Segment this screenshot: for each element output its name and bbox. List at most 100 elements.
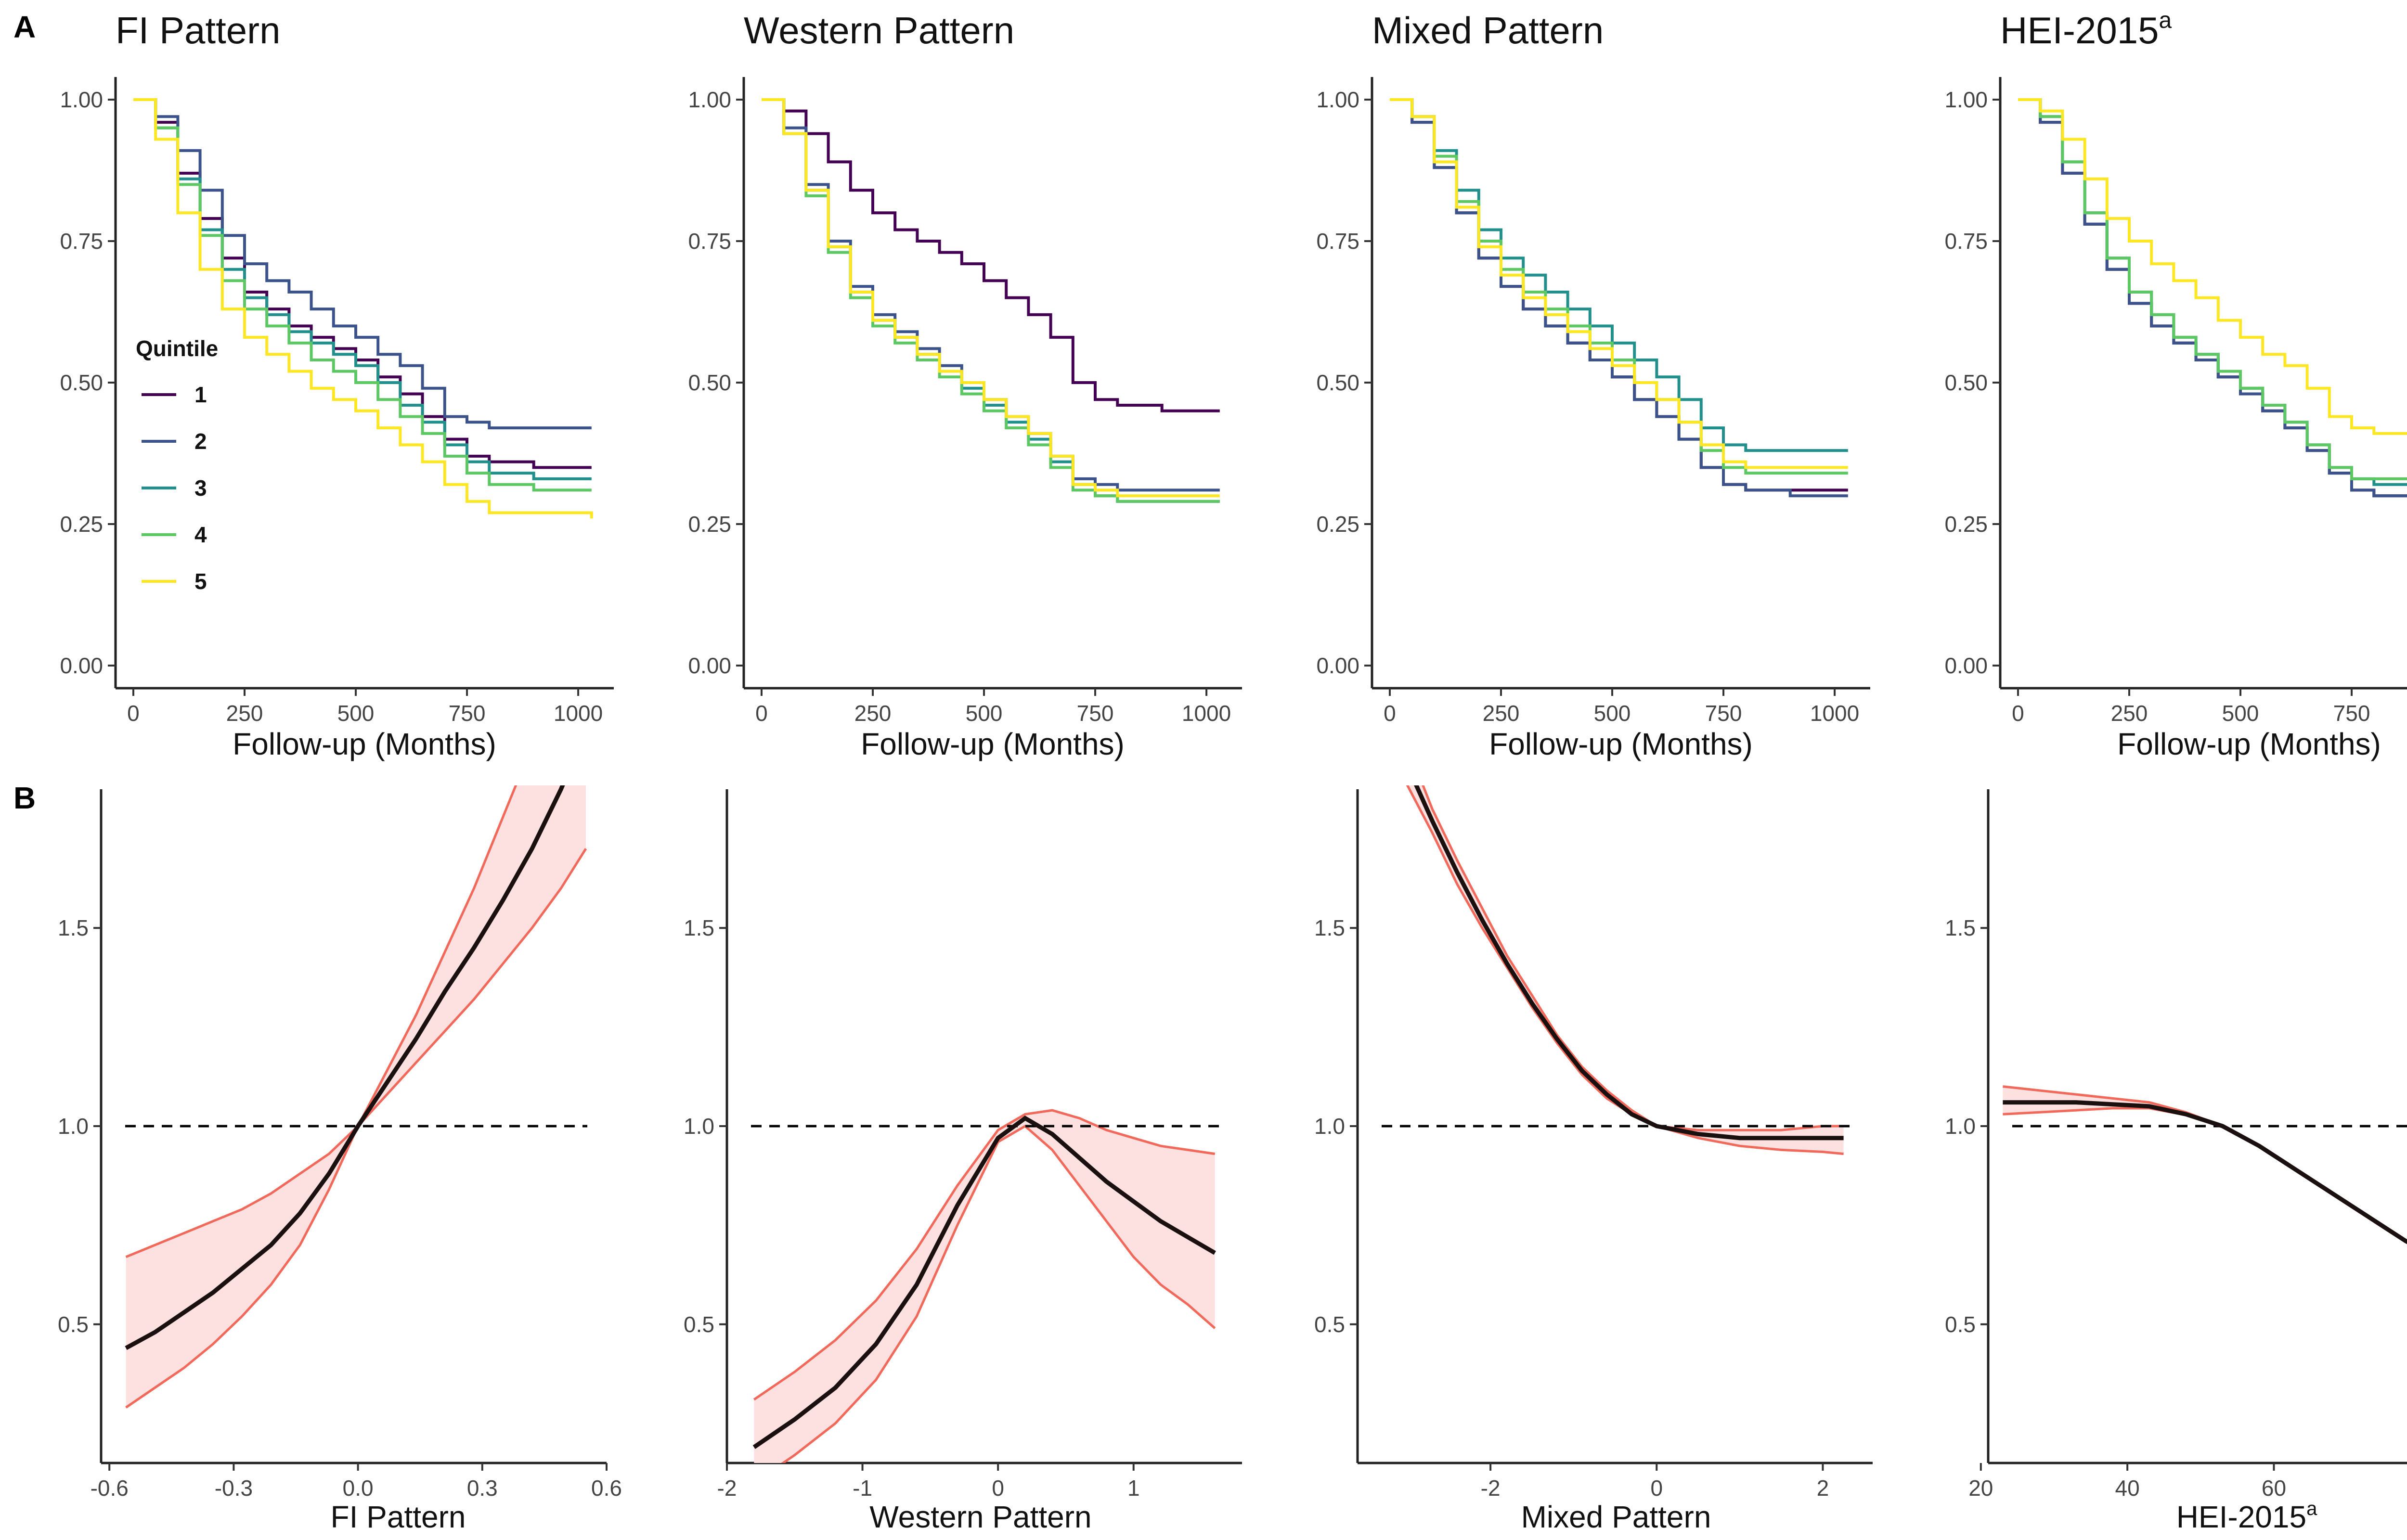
chart-6-data [751, 1109, 1223, 1463]
x-tick-label: -1 [853, 1476, 872, 1501]
confidence-band [2003, 1086, 2407, 1243]
y-tick-label: 0.5 [58, 1312, 89, 1337]
y-tick-label: 0.5 [1945, 1312, 1976, 1337]
x-tick-label: -2 [717, 1476, 737, 1501]
panel-letter-a: A [13, 10, 36, 44]
chart-8-data [2003, 1085, 2407, 1245]
lower-ci-line [781, 1124, 1216, 1463]
hazard-ratio-curve [752, 1116, 1216, 1449]
hazard-ratio-curve [125, 785, 565, 1350]
x-tick-label: 250 [854, 701, 892, 726]
survival-curve-quintile-4 [2018, 98, 2407, 480]
legend-label-1: 1 [194, 382, 207, 407]
y-tick-label: 1.00 [1944, 87, 1988, 112]
y-tick-label: 0.25 [688, 512, 731, 537]
chart-8-plot: 0.51.01.520406080 [1945, 789, 2407, 1501]
hazard-ratio-curve [2003, 1100, 2407, 1245]
survival-curve-quintile-3 [133, 98, 592, 480]
y-tick-label: 0.25 [60, 512, 103, 537]
y-tick-label: 1.0 [1945, 1114, 1976, 1139]
chart-5-data [125, 785, 587, 1409]
panel-a-chart-1: FI Pattern 0.00 0.25 0.50 0.75 1.00 0 250 500 75… [60, 9, 614, 761]
hazard-ratio-curve [1414, 785, 1844, 1141]
x-tick-label: 750 [2333, 701, 2370, 726]
panel-a-chart-2: Western Pattern 0.00 0.25 0.50 0.75 1.00 0 250… [688, 9, 1242, 761]
y-tick-label: 0.5 [684, 1312, 714, 1337]
x-tick-label: 0 [2012, 701, 2024, 726]
panel-b-chart-1: 0.5 1.0 1.5 -0.6 -0.3 0.0 0.3 0.6 FI Pattern [58, 785, 622, 1534]
survival-curve-quintile-1 [1390, 98, 1848, 492]
chart-6-plot: 0.5 1.0 1.5 -2 -1 0 1 [684, 789, 1242, 1501]
chart-1-data [133, 98, 593, 519]
chart-5-x-axis-title: FI Pattern [331, 1500, 466, 1534]
legend-title: Quintile [136, 336, 218, 361]
x-tick-label: 60 [2262, 1476, 2286, 1501]
y-tick-label: 1.00 [1316, 87, 1359, 112]
legend: Quintile 1 2 3 4 5 [136, 336, 218, 594]
upper-ci-line [753, 1109, 1216, 1401]
x-tick-label: 500 [337, 701, 375, 726]
x-tick-label: 1 [1127, 1476, 1140, 1501]
chart-4-title: HEI-2015a [2000, 8, 2172, 51]
x-tick-label: 750 [1705, 701, 1742, 726]
chart-2-title: Western Pattern [744, 9, 1014, 51]
y-tick-label: 0.00 [1944, 653, 1988, 678]
y-tick-label: 0.00 [60, 653, 103, 678]
legend-label-4: 4 [194, 522, 207, 547]
chart-2-x-axis-title: Follow-up (Months) [861, 727, 1125, 761]
x-tick-label: 250 [2111, 701, 2148, 726]
chart-2-plot: 0.00 0.25 0.50 0.75 1.00 0 250 500 750 1000 [688, 77, 1242, 726]
y-tick-label: 0.75 [1944, 229, 1988, 254]
chart-5-plot: 0.5 1.0 1.5 -0.6 -0.3 0.0 0.3 0.6 [58, 785, 622, 1501]
panel-b-chart-3: 0.5 1.0 1.5 -2 0 2 Mixed Pattern [1314, 785, 1873, 1534]
survival-curve-quintile-2 [762, 98, 1220, 492]
x-tick-label: 0 [1384, 701, 1396, 726]
x-tick-label: 2 [1817, 1476, 1829, 1501]
y-tick-label: 0.50 [1316, 370, 1359, 395]
chart-3-title: Mixed Pattern [1372, 9, 1604, 51]
legend-items: 1 2 3 4 5 [142, 382, 207, 594]
y-tick-label: 0.50 [1944, 370, 1988, 395]
x-tick-label: -0.6 [91, 1476, 129, 1501]
y-tick-label: 1.5 [1945, 915, 1976, 940]
y-tick-label: 0.50 [60, 370, 103, 395]
y-tick-label: 0.25 [1316, 512, 1359, 537]
survival-curve-quintile-3 [2018, 98, 2407, 486]
panel-a-chart-4: HEI-2015a 0.00 0.25 0.50 0.75 1.00 0 250 500 750… [1944, 8, 2407, 761]
survival-curve-quintile-4 [762, 98, 1220, 503]
x-tick-label: 500 [966, 701, 1003, 726]
chart-2-data [762, 98, 1220, 503]
x-tick-label: 0 [755, 701, 768, 726]
y-tick-label: 1.00 [60, 87, 103, 112]
y-tick-label: 1.0 [1314, 1114, 1345, 1139]
y-tick-label: 0.00 [688, 653, 731, 678]
x-tick-label: 40 [2115, 1476, 2140, 1501]
panel-b-chart-4: 0.51.01.520406080 HEI-2015a [1945, 789, 2407, 1534]
x-tick-label: 0.3 [467, 1476, 498, 1501]
chart-1-title: FI Pattern [116, 9, 280, 51]
x-tick-label: -0.3 [215, 1476, 253, 1501]
y-tick-label: 0.75 [1316, 229, 1359, 254]
panel-a-chart-3: Mixed Pattern 0.00 0.25 0.50 0.75 1.00 0 250 50… [1316, 9, 1870, 761]
legend-label-5: 5 [194, 569, 207, 594]
chart-7-x-axis-title: Mixed Pattern [1521, 1500, 1711, 1534]
chart-6-x-axis-title: Western Pattern [869, 1500, 1091, 1534]
survival-curve-quintile-5 [133, 98, 593, 519]
chart-7-data [1382, 785, 1853, 1155]
chart-3-x-axis-title: Follow-up (Months) [1489, 727, 1753, 761]
x-tick-label: 500 [2222, 701, 2259, 726]
x-tick-label: 750 [449, 701, 486, 726]
chart-4-x-axis-title: Follow-up (Months) [2117, 727, 2381, 761]
confidence-band [126, 785, 586, 1408]
x-tick-label: 750 [1077, 701, 1114, 726]
survival-curve-quintile-3 [1390, 98, 1848, 452]
x-tick-label: 0 [1650, 1476, 1663, 1501]
chart-1-plot: 0.00 0.25 0.50 0.75 1.00 0 250 500 750 1000 [60, 77, 614, 726]
confidence-band [1407, 785, 1844, 1154]
y-tick-label: 0.75 [688, 229, 731, 254]
y-tick-label: 0.75 [60, 229, 103, 254]
chart-1-x-axis-title: Follow-up (Months) [233, 727, 496, 761]
y-tick-label: 1.5 [1314, 915, 1345, 940]
